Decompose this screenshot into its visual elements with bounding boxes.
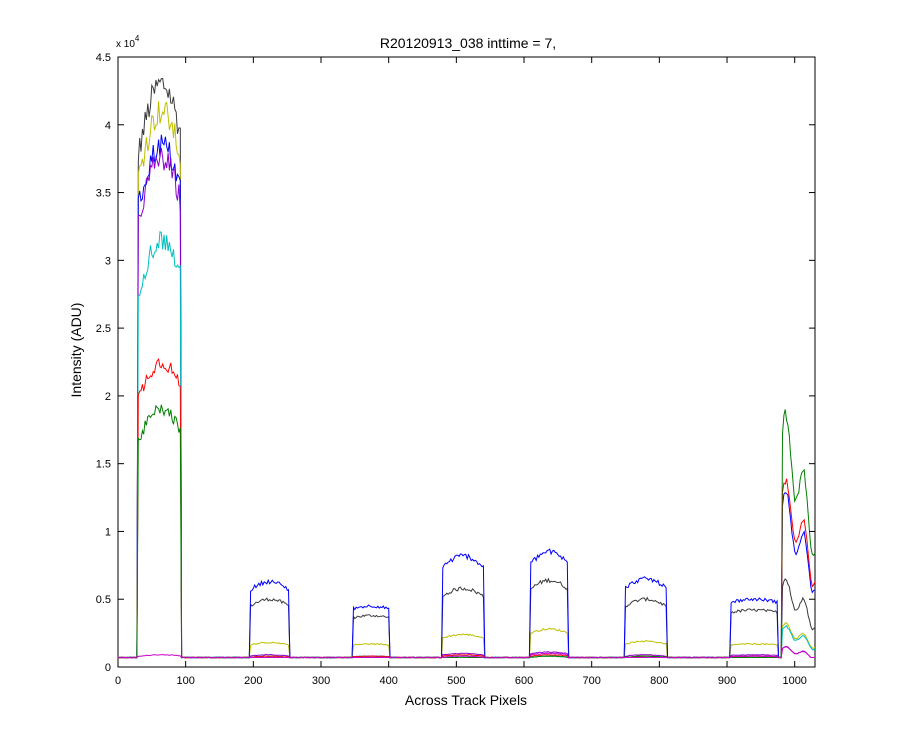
y-multiplier-label: x 104 (116, 34, 140, 50)
y-tick-label: 4 (105, 120, 111, 132)
y-tick-label: 2 (105, 391, 111, 403)
y-tick-label: 3.5 (96, 188, 111, 200)
x-tick-label: 400 (379, 675, 397, 687)
y-axis-label: Intensity (ADU) (68, 303, 84, 398)
x-tick-label: 100 (176, 675, 194, 687)
y-multiplier-exponent: 4 (135, 34, 140, 43)
series-layer (117, 77, 816, 659)
x-tick-label: 300 (312, 675, 330, 687)
x-tick-label: 500 (447, 675, 465, 687)
y-tick-label: 4.5 (96, 52, 111, 64)
y-tick-label: 1.5 (96, 459, 111, 471)
y-axis-ticks: 0 0.5 1 1.5 2 2.5 3 3.5 4 4.5 (96, 52, 815, 674)
y-tick-label: 0.5 (96, 594, 111, 606)
chart-title: R20120913_038 inttime = 7, (380, 35, 556, 51)
x-tick-label: 200 (244, 675, 262, 687)
x-tick-label: 0 (115, 675, 121, 687)
y-tick-label: 1 (105, 526, 111, 538)
x-axis-label: Across Track Pixels (405, 692, 527, 708)
x-tick-label: 1000 (782, 675, 806, 687)
x-axis-ticks: 0 100 200 300 400 500 600 700 800 900 1000 (115, 57, 807, 687)
series-line-8 (117, 645, 815, 659)
x-tick-label: 800 (650, 675, 668, 687)
x-tick-label: 600 (515, 675, 533, 687)
y-tick-label: 3 (105, 255, 111, 267)
y-tick-label: 2.5 (96, 323, 111, 335)
y-tick-label: 0 (105, 662, 111, 674)
axes-box (117, 56, 816, 668)
x-tick-label: 900 (718, 675, 736, 687)
x-tick-label: 700 (583, 675, 601, 687)
y-multiplier-base: x 10 (116, 39, 135, 50)
plot-area (117, 56, 816, 668)
